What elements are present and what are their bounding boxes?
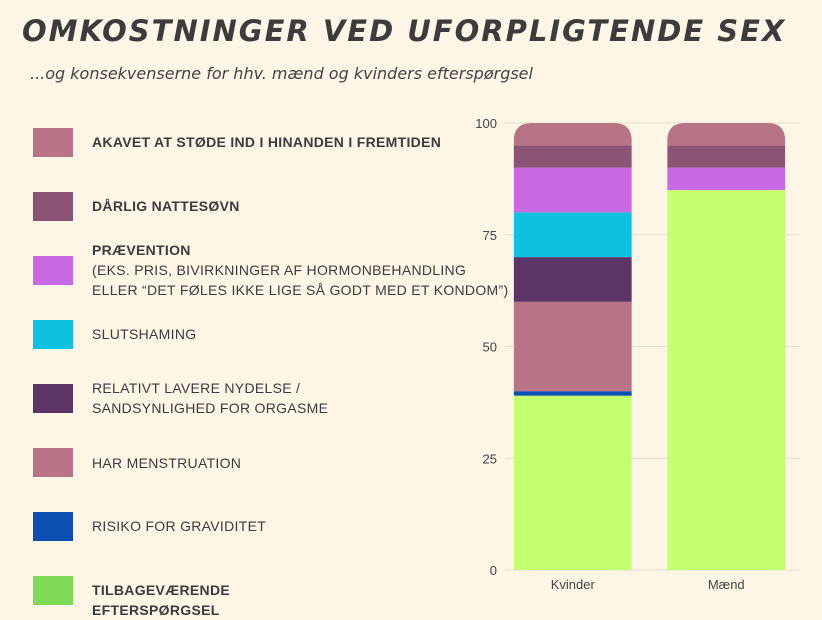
legend-label-line: ELLER “DET FØLES IKKE LIGE SÅ GODT MED E… bbox=[92, 282, 509, 298]
bar-stack-kvinder bbox=[513, 123, 632, 570]
legend-label: SLUTSHAMING bbox=[92, 326, 197, 342]
chart-title: OMKOSTNINGER VED UFORPLIGTENDE SEX bbox=[22, 14, 787, 48]
legend-swatch bbox=[33, 320, 73, 349]
legend-swatch bbox=[33, 192, 73, 221]
bar-segment bbox=[513, 145, 632, 168]
y-tick-label: 75 bbox=[483, 228, 497, 243]
bar-segment bbox=[667, 145, 786, 168]
y-tick-label: 0 bbox=[490, 563, 497, 578]
bar-stack-mænd bbox=[667, 123, 786, 570]
legend-swatch bbox=[33, 576, 73, 605]
legend-label-line: (EKS. PRIS, BIVIRKNINGER AF HORMONBEHAND… bbox=[92, 262, 467, 278]
legend-swatch bbox=[33, 384, 73, 413]
legend-label-line: SANDSYNLIGHED FOR ORGASME bbox=[92, 400, 329, 416]
y-tick-label: 100 bbox=[475, 116, 497, 131]
bar-segment bbox=[667, 190, 786, 570]
legend-label: DÅRLIG NATTESØVN bbox=[92, 198, 240, 214]
bar-segment bbox=[667, 167, 786, 191]
legend-label-line: RELATIVT LAVERE NYDELSE / bbox=[92, 380, 301, 396]
legend-swatch bbox=[33, 256, 73, 285]
bar-segment bbox=[513, 391, 632, 396]
bar-segment bbox=[667, 123, 786, 146]
legend-label: TILBAGEVÆRENDE EFTERSPØRGSEL bbox=[92, 582, 230, 618]
legend-label: AKAVET AT STØDE IND I HINANDEN I FREMTID… bbox=[92, 134, 442, 150]
bar-segment bbox=[513, 257, 632, 302]
y-tick-label: 50 bbox=[483, 340, 497, 355]
chart-subtitle: ...og konsekvenserne for hhv. mænd og kv… bbox=[30, 64, 533, 83]
legend-label: PRÆVENTION bbox=[92, 242, 191, 258]
bar-segment bbox=[513, 301, 632, 392]
bar-segment bbox=[513, 123, 632, 146]
x-category-label: Mænd bbox=[708, 577, 745, 592]
legend-label: HAR MENSTRUATION bbox=[92, 455, 242, 471]
bar-segment bbox=[513, 395, 632, 570]
y-tick-label: 25 bbox=[483, 451, 497, 466]
legend-swatch bbox=[33, 512, 73, 541]
legend-label: RISIKO FOR GRAVIDITET bbox=[92, 518, 267, 534]
bar-segment bbox=[513, 167, 632, 213]
legend-swatch bbox=[33, 128, 73, 157]
legend-swatch bbox=[33, 448, 73, 477]
x-category-label: Kvinder bbox=[551, 577, 596, 592]
bar-segment bbox=[513, 212, 632, 258]
